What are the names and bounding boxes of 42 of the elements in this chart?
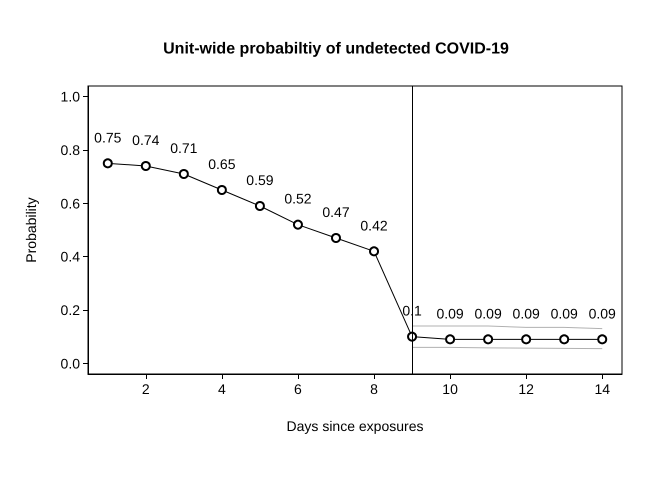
y-tick-label: 0.6: [60, 195, 80, 212]
point: [178, 169, 189, 179]
point: [254, 201, 265, 211]
x-tick-label: 8: [370, 381, 378, 397]
chart-title: Unit-wide probabiltiy of undetected COVID-19: [163, 40, 509, 58]
x-tick-label: 10: [442, 381, 458, 397]
data-label: 0.59: [246, 172, 274, 188]
x-tick-label: 4: [218, 381, 226, 397]
data-label: 0.65: [208, 156, 236, 172]
data-label: 0.52: [284, 190, 312, 207]
x-tick-label: 12: [518, 381, 534, 397]
data-label: 0.09: [550, 305, 578, 322]
x-tick-label: 2: [142, 381, 150, 397]
y-tick-label: 1.0: [60, 88, 80, 105]
x-axis-title: Days since exposures: [286, 418, 424, 434]
point: [216, 185, 227, 195]
point: [292, 220, 303, 230]
y-tick-label: 0.0: [60, 355, 80, 372]
x-tick-label: 6: [294, 381, 302, 397]
data-label: 0.74: [132, 132, 160, 148]
data-label: 0.09: [512, 305, 540, 322]
point: [140, 161, 151, 171]
data-label: 0.75: [94, 129, 122, 146]
y-axis-title: Probability: [23, 197, 39, 263]
data-label: 0.42: [360, 217, 388, 234]
data-label: 0.09: [436, 305, 464, 322]
point: [445, 334, 456, 344]
point: [102, 158, 113, 168]
x-tick-label: 14: [594, 381, 610, 397]
data-label: 0.47: [322, 204, 350, 220]
data-label: 0.09: [588, 305, 616, 322]
point: [559, 334, 570, 344]
point: [330, 233, 341, 243]
y-tick-label: 0.4: [60, 248, 80, 265]
point: [521, 334, 532, 344]
y-tick-label: 0.2: [60, 302, 80, 318]
y-tick-label: 0.8: [60, 142, 80, 158]
data-label: 0.09: [474, 305, 502, 322]
point: [597, 334, 608, 344]
data-label: 0.71: [170, 140, 198, 156]
point: [483, 334, 494, 344]
point: [369, 246, 380, 256]
